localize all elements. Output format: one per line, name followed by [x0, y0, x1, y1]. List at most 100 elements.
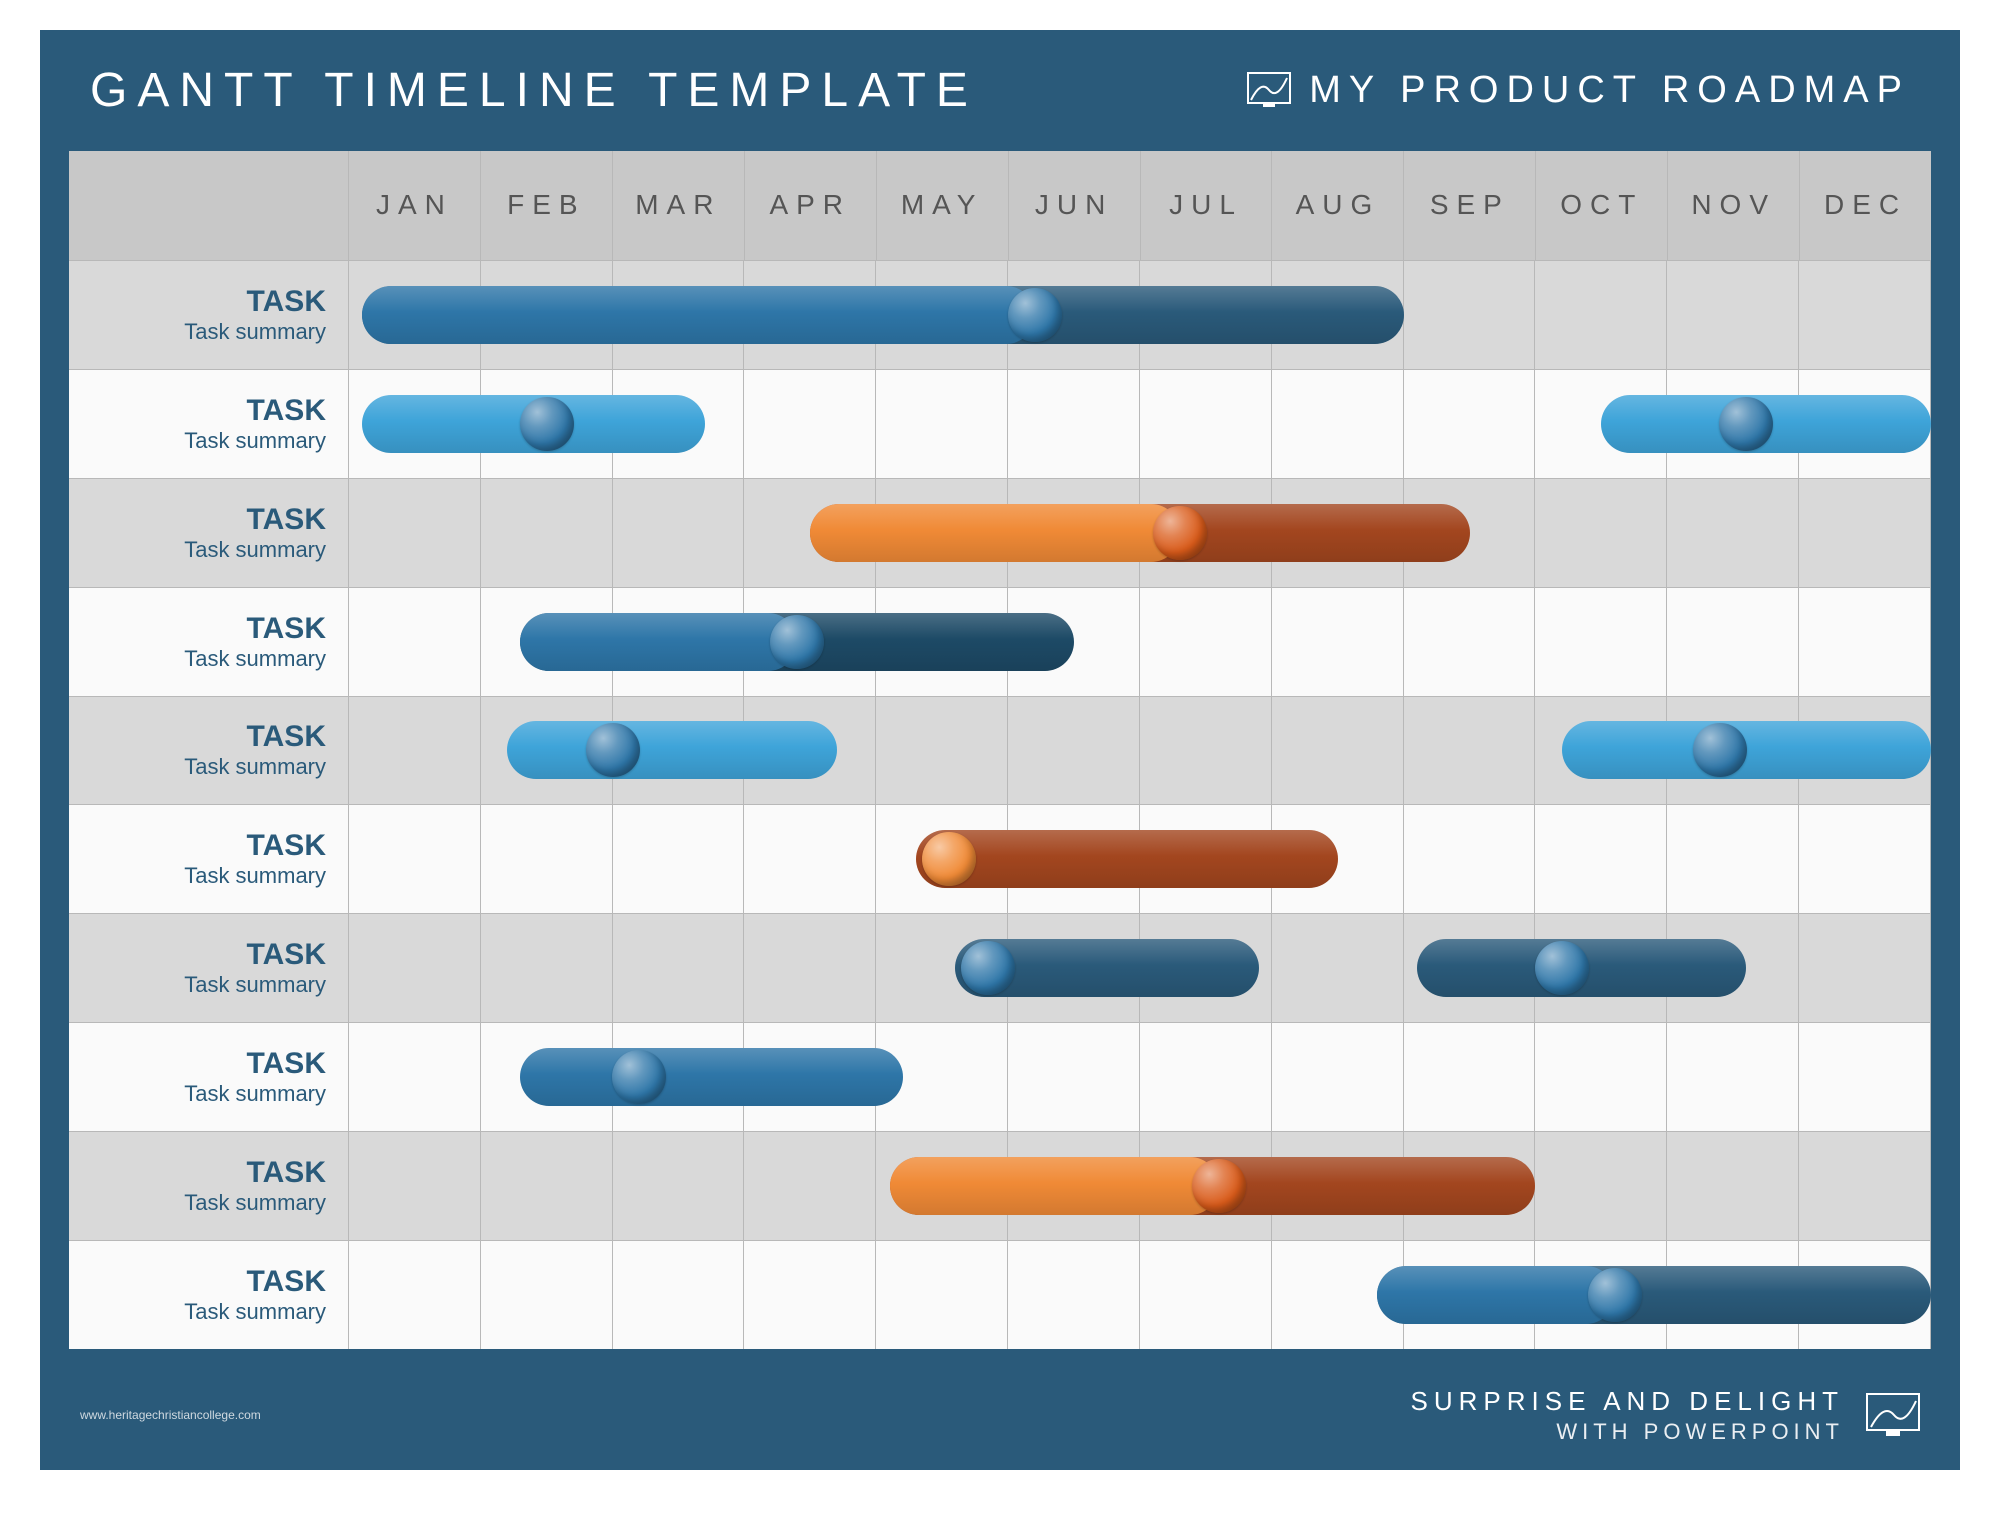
gantt-grid-cell [1799, 805, 1931, 913]
gantt-milestone-sphere [1693, 723, 1747, 777]
gantt-bar-area [349, 1241, 1931, 1349]
gantt-grid-cell [744, 914, 876, 1022]
month-cell: MAR [613, 151, 745, 260]
task-name: TASK [247, 285, 326, 319]
page-title: GANTT TIMELINE TEMPLATE [90, 63, 978, 118]
task-summary: Task summary [184, 754, 326, 780]
gantt-grid-cell [481, 914, 613, 1022]
task-name: TASK [247, 1156, 326, 1190]
gantt-milestone-sphere [922, 832, 976, 886]
gantt-grid-cell [1535, 1132, 1667, 1240]
task-name: TASK [247, 394, 326, 428]
gantt-task-row: TASKTask summary [69, 587, 1931, 696]
gantt-bar-area [349, 588, 1931, 696]
gantt-grid-cell [1008, 1241, 1140, 1349]
gantt-task-row: TASKTask summary [69, 1131, 1931, 1240]
gantt-bar-area [349, 805, 1931, 913]
gantt-grid-cell [481, 479, 613, 587]
task-summary: Task summary [184, 319, 326, 345]
gantt-milestone-sphere [1719, 397, 1773, 451]
month-cell: JAN [349, 151, 481, 260]
gantt-grid-cell [744, 1241, 876, 1349]
attribution-text: www.heritagechristiancollege.com [80, 1408, 261, 1422]
task-label-cell: TASKTask summary [69, 1023, 349, 1131]
gantt-grid-cell [349, 1023, 481, 1131]
gantt-grid-cell [1404, 805, 1536, 913]
task-label-cell: TASKTask summary [69, 588, 349, 696]
tagline-1: SURPRISE AND DELIGHT [1410, 1385, 1844, 1418]
gantt-bar-area [349, 1132, 1931, 1240]
gantt-grid-cell [349, 479, 481, 587]
gantt-grid-cell [1272, 1023, 1404, 1131]
month-cell: JUL [1141, 151, 1273, 260]
gantt-grid-cell [349, 805, 481, 913]
gantt-grid-cell [349, 588, 481, 696]
gantt-grid-cell [1008, 1023, 1140, 1131]
gantt-grid-cell [1140, 1023, 1272, 1131]
gantt-bar-area [349, 261, 1931, 369]
gantt-grid-cell [1140, 588, 1272, 696]
gantt-bar-area [349, 697, 1931, 805]
task-summary: Task summary [184, 1190, 326, 1216]
gantt-grid-cell [1799, 1023, 1931, 1131]
gantt-grid-cell [876, 697, 1008, 805]
gantt-grid-cell [1799, 261, 1931, 369]
gantt-grid-cell [613, 1241, 745, 1349]
month-cell: NOV [1668, 151, 1800, 260]
gantt-grid-cell [1140, 697, 1272, 805]
gantt-milestone-sphere [1153, 506, 1207, 560]
gantt-grid-cell [1667, 1023, 1799, 1131]
gantt-grid-cell [1535, 261, 1667, 369]
gantt-task-row: TASKTask summary [69, 478, 1931, 587]
gantt-grid-cell [1667, 588, 1799, 696]
gantt-grid-cell [876, 370, 1008, 478]
gantt-bar [520, 613, 797, 671]
gantt-grid-cell [876, 1241, 1008, 1349]
gantt-grid-cell [1272, 914, 1404, 1022]
task-label-cell: TASKTask summary [69, 261, 349, 369]
gantt-milestone-sphere [1588, 1268, 1642, 1322]
gantt-bar [1377, 1266, 1614, 1324]
task-summary: Task summary [184, 972, 326, 998]
gantt-grid-cell [1404, 1023, 1536, 1131]
task-label-cell: TASKTask summary [69, 1132, 349, 1240]
gantt-grid-cell [613, 1132, 745, 1240]
gantt-grid-cell [1008, 370, 1140, 478]
gantt-grid-cell [1535, 479, 1667, 587]
month-cell: OCT [1536, 151, 1668, 260]
brand-text: MY PRODUCT ROADMAP [1309, 69, 1910, 112]
task-label-cell: TASKTask summary [69, 914, 349, 1022]
gantt-grid-cell [1535, 1023, 1667, 1131]
gantt-grid-cell [744, 370, 876, 478]
gantt-grid-cell [349, 914, 481, 1022]
gantt-grid-cell [1140, 370, 1272, 478]
gantt-header-row: JANFEBMARAPRMAYJUNJULAUGSEPOCTNOVDEC [69, 151, 1931, 260]
gantt-bar [520, 1048, 902, 1106]
gantt-grid-cell [613, 805, 745, 913]
gantt-task-row: TASKTask summary [69, 804, 1931, 913]
gantt-grid-cell [1272, 697, 1404, 805]
gantt-grid-cell [481, 805, 613, 913]
gantt-milestone-sphere [961, 941, 1015, 995]
gantt-bar [916, 830, 1338, 888]
footer: www.heritagechristiancollege.com SURPRIS… [40, 1360, 1960, 1470]
roadmap-icon [1866, 1393, 1920, 1437]
month-cell: APR [745, 151, 877, 260]
task-label-cell: TASKTask summary [69, 1241, 349, 1349]
gantt-grid-cell [1667, 805, 1799, 913]
task-summary: Task summary [184, 646, 326, 672]
month-cell: FEB [481, 151, 613, 260]
gantt-task-row: TASKTask summary [69, 1022, 1931, 1131]
gantt-grid-cell [744, 805, 876, 913]
task-label-cell: TASKTask summary [69, 370, 349, 478]
task-label-cell: TASKTask summary [69, 479, 349, 587]
gantt-corner-cell [69, 151, 349, 260]
month-cell: AUG [1272, 151, 1404, 260]
task-name: TASK [247, 829, 326, 863]
month-cell: SEP [1404, 151, 1536, 260]
task-label-cell: TASKTask summary [69, 697, 349, 805]
gantt-grid-cell [1404, 588, 1536, 696]
gantt-milestone-sphere [770, 615, 824, 669]
gantt-grid-cell [1667, 261, 1799, 369]
gantt-grid-cell [1272, 370, 1404, 478]
